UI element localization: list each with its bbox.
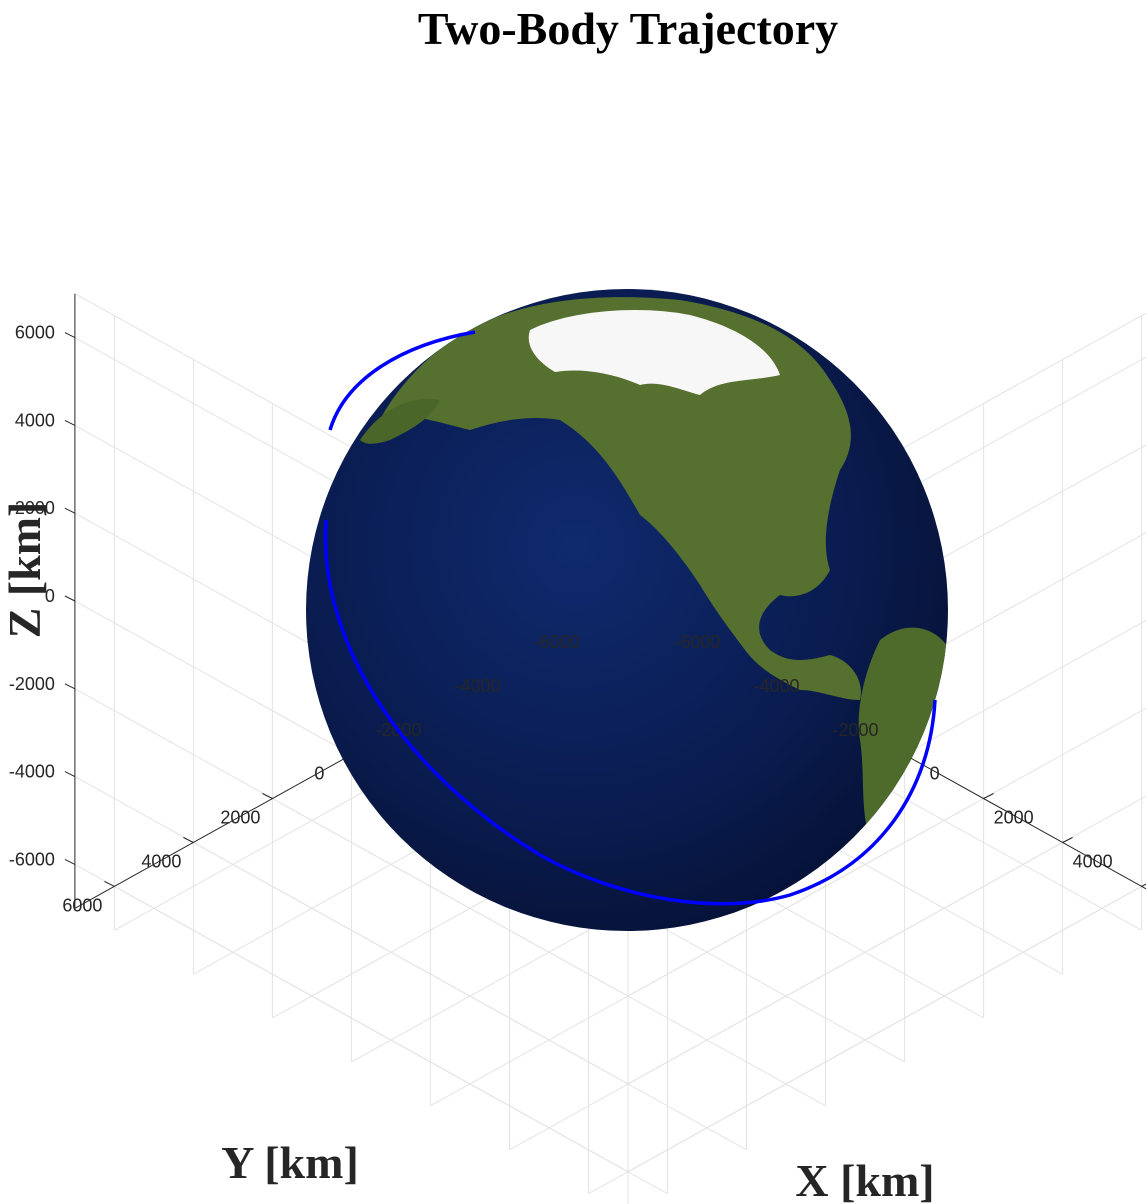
z-tick-mark (64, 419, 76, 426)
grid-line-wall-z (74, 688, 629, 997)
asia-edge-land (360, 399, 440, 444)
y-tick-label: 0 (314, 764, 324, 784)
y-tick-mark (104, 880, 115, 887)
y-tick-label: 4000 (141, 852, 181, 872)
z-tick-mark (64, 595, 76, 602)
grid-line-wall-z (627, 883, 1146, 1173)
z-tick-label: -4000 (9, 762, 55, 782)
x-tick-mark (983, 793, 994, 799)
x-tick-label: 0 (930, 764, 940, 784)
earth-globe (306, 289, 948, 931)
z-tick-label: 2000 (15, 498, 55, 518)
z-tick-mark (64, 858, 76, 865)
x-tick-label: -4000 (753, 676, 799, 696)
x-tick-mark (1141, 883, 1146, 887)
z-tick-mark (64, 771, 76, 778)
y-tick-mark (262, 793, 273, 799)
z-tick-label: -2000 (9, 674, 55, 694)
z-tick-label: -6000 (9, 849, 55, 869)
z-tick-label: 4000 (15, 410, 55, 430)
x-tick-label: -6000 (674, 632, 720, 652)
x-tick-label: -2000 (832, 720, 878, 740)
orbit-line (323, 519, 937, 906)
x-tick-mark (1062, 837, 1073, 843)
z-tick-label: 6000 (15, 323, 55, 343)
y-tick-label: 6000 (62, 895, 102, 915)
y-tick-label: -4000 (454, 676, 500, 696)
grid-line-wall-z (74, 776, 629, 1085)
y-tick-label: -6000 (533, 632, 579, 652)
x-tick-label: 2000 (994, 808, 1034, 828)
y-tick-label: 2000 (220, 808, 260, 828)
z-axis-label: Z [km] (0, 502, 50, 639)
chart-title: Two-Body Trajectory (418, 3, 838, 54)
grid-line-wall-z (627, 707, 1146, 997)
x-tick-label: 4000 (1073, 852, 1113, 872)
grid-line-wall-z (627, 795, 1146, 1085)
y-axis-label: Y [km] (221, 1137, 359, 1188)
greenland-ice (528, 310, 780, 395)
orbit-line-back (328, 330, 476, 431)
y-tick-mark (183, 837, 194, 843)
x-axis-label: X [km] (795, 1155, 934, 1204)
north-america-land (380, 297, 861, 700)
tick-labels: -6000 -4000 -2000 0 2000 4000 6000 -6000 -4000 -2… (9, 323, 1113, 916)
z-tick-mark (64, 507, 76, 514)
z-tick-mark (64, 332, 76, 339)
z-tick-label: 0 (45, 586, 55, 606)
grid-line-wall-z (74, 863, 629, 1173)
south-america-land (858, 627, 948, 840)
z-tick-mark (64, 683, 76, 690)
